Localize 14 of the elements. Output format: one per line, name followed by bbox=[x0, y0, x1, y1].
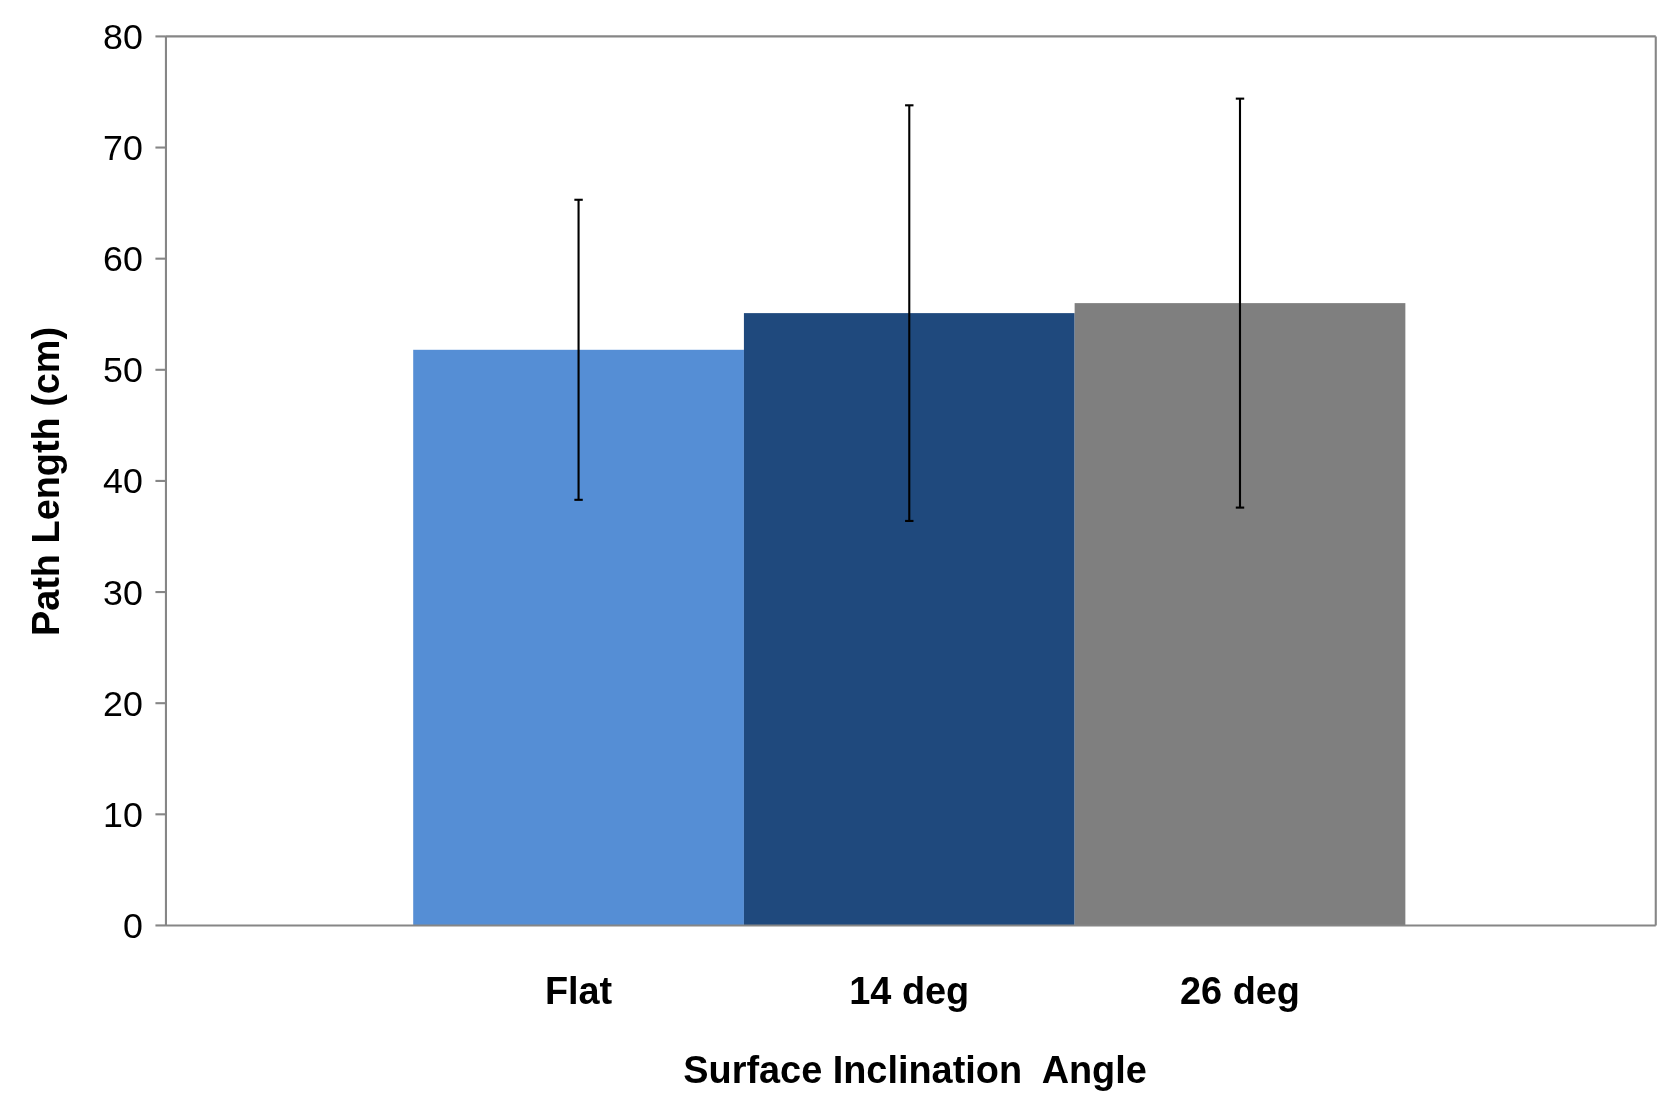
y-tick-label: 10 bbox=[103, 794, 143, 835]
y-tick-label: 50 bbox=[103, 350, 143, 391]
y-axis-title: Path Length (cm) bbox=[24, 326, 67, 637]
y-tick-label: 0 bbox=[122, 905, 143, 946]
y-tick-label: 80 bbox=[103, 16, 143, 57]
y-tick-label: 30 bbox=[103, 572, 143, 613]
x-axis-title: Surface Inclination Angle bbox=[683, 1049, 1147, 1092]
x-tick-label: 26 deg bbox=[1180, 970, 1300, 1013]
y-tick-label: 60 bbox=[103, 239, 143, 280]
y-tick-label: 40 bbox=[103, 461, 143, 502]
x-tick-label: Flat bbox=[544, 970, 613, 1013]
x-tick-label: 14 deg bbox=[849, 970, 970, 1013]
y-tick-label: 70 bbox=[103, 128, 143, 169]
y-tick-label: 20 bbox=[103, 683, 143, 724]
